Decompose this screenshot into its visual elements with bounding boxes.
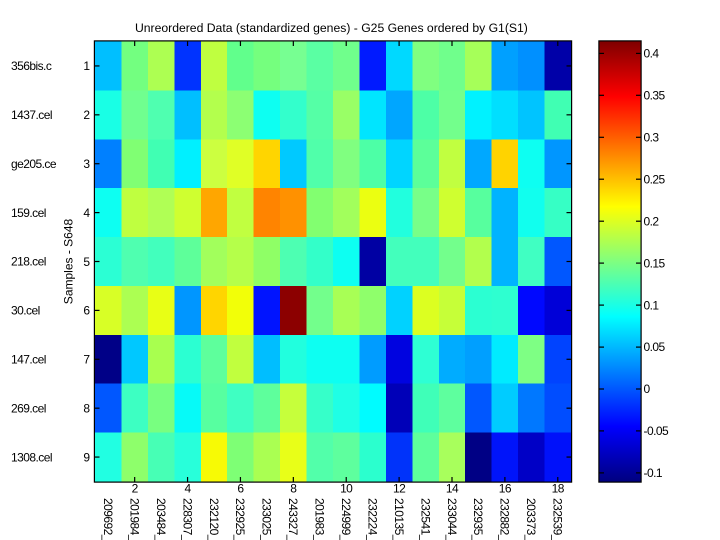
svg-text:201983_: 201983_ bbox=[313, 498, 327, 540]
svg-text:8: 8 bbox=[83, 402, 90, 416]
svg-text:0.2: 0.2 bbox=[644, 214, 660, 228]
svg-text:0: 0 bbox=[644, 382, 651, 396]
svg-text:7: 7 bbox=[83, 353, 90, 367]
svg-text:201984_: 201984_ bbox=[128, 498, 142, 540]
svg-text:6: 6 bbox=[83, 304, 90, 318]
svg-text:210135_: 210135_ bbox=[392, 498, 406, 540]
svg-text:233044_: 233044_ bbox=[445, 498, 459, 540]
svg-text:4: 4 bbox=[83, 206, 90, 220]
svg-text:10: 10 bbox=[340, 482, 353, 496]
svg-text:Samples - S648: Samples - S648 bbox=[62, 218, 76, 304]
svg-text:159.cel: 159.cel bbox=[11, 206, 46, 220]
svg-text:218.cel: 218.cel bbox=[11, 255, 46, 269]
svg-text:269.cel: 269.cel bbox=[11, 401, 46, 415]
svg-text:4: 4 bbox=[185, 482, 192, 496]
svg-text:0.3: 0.3 bbox=[644, 131, 660, 145]
svg-text:0.15: 0.15 bbox=[644, 256, 666, 270]
svg-text:228307_: 228307_ bbox=[180, 498, 194, 540]
svg-text:14: 14 bbox=[446, 482, 459, 496]
svg-text:1437.cel: 1437.cel bbox=[11, 108, 52, 122]
svg-text:30.cel: 30.cel bbox=[11, 304, 40, 318]
svg-text:0.25: 0.25 bbox=[644, 172, 666, 186]
svg-text:1: 1 bbox=[83, 59, 90, 73]
svg-text:ge205.ce: ge205.ce bbox=[11, 157, 57, 171]
svg-text:209692_: 209692_ bbox=[101, 498, 115, 540]
svg-text:0.4: 0.4 bbox=[644, 47, 660, 61]
svg-text:0.1: 0.1 bbox=[644, 298, 660, 312]
svg-text:-0.1: -0.1 bbox=[644, 466, 663, 480]
svg-text:-0.05: -0.05 bbox=[644, 424, 669, 438]
svg-text:6: 6 bbox=[237, 482, 244, 496]
svg-text:232224_: 232224_ bbox=[366, 498, 380, 540]
svg-text:224999_: 224999_ bbox=[339, 498, 353, 540]
svg-text:16: 16 bbox=[499, 482, 512, 496]
svg-text:232925_: 232925_ bbox=[233, 498, 247, 540]
svg-text:232541_: 232541_ bbox=[418, 498, 432, 540]
svg-text:18: 18 bbox=[552, 482, 565, 496]
svg-text:2: 2 bbox=[83, 108, 90, 122]
svg-text:1308.cel: 1308.cel bbox=[11, 450, 52, 464]
svg-text:Unreordered Data (standardized: Unreordered Data (standardized genes) - … bbox=[135, 21, 528, 35]
svg-text:232539_: 232539_ bbox=[551, 498, 565, 540]
svg-text:2: 2 bbox=[132, 482, 139, 496]
svg-text:5: 5 bbox=[83, 255, 90, 269]
svg-text:203484_: 203484_ bbox=[154, 498, 168, 540]
svg-text:243327_: 243327_ bbox=[286, 498, 300, 540]
svg-text:9: 9 bbox=[83, 450, 90, 464]
svg-text:3: 3 bbox=[83, 157, 90, 171]
svg-text:233025_: 233025_ bbox=[260, 498, 274, 540]
svg-text:0.35: 0.35 bbox=[644, 89, 666, 103]
svg-text:356bis.c: 356bis.c bbox=[11, 59, 52, 73]
svg-text:0.05: 0.05 bbox=[644, 340, 666, 354]
svg-text:203373_: 203373_ bbox=[524, 498, 538, 540]
svg-text:12: 12 bbox=[393, 482, 406, 496]
svg-text:232882_: 232882_ bbox=[498, 498, 512, 540]
svg-text:232935_: 232935_ bbox=[471, 498, 485, 540]
svg-text:232120_: 232120_ bbox=[207, 498, 221, 540]
svg-text:147.cel: 147.cel bbox=[11, 353, 46, 367]
svg-text:8: 8 bbox=[290, 482, 297, 496]
